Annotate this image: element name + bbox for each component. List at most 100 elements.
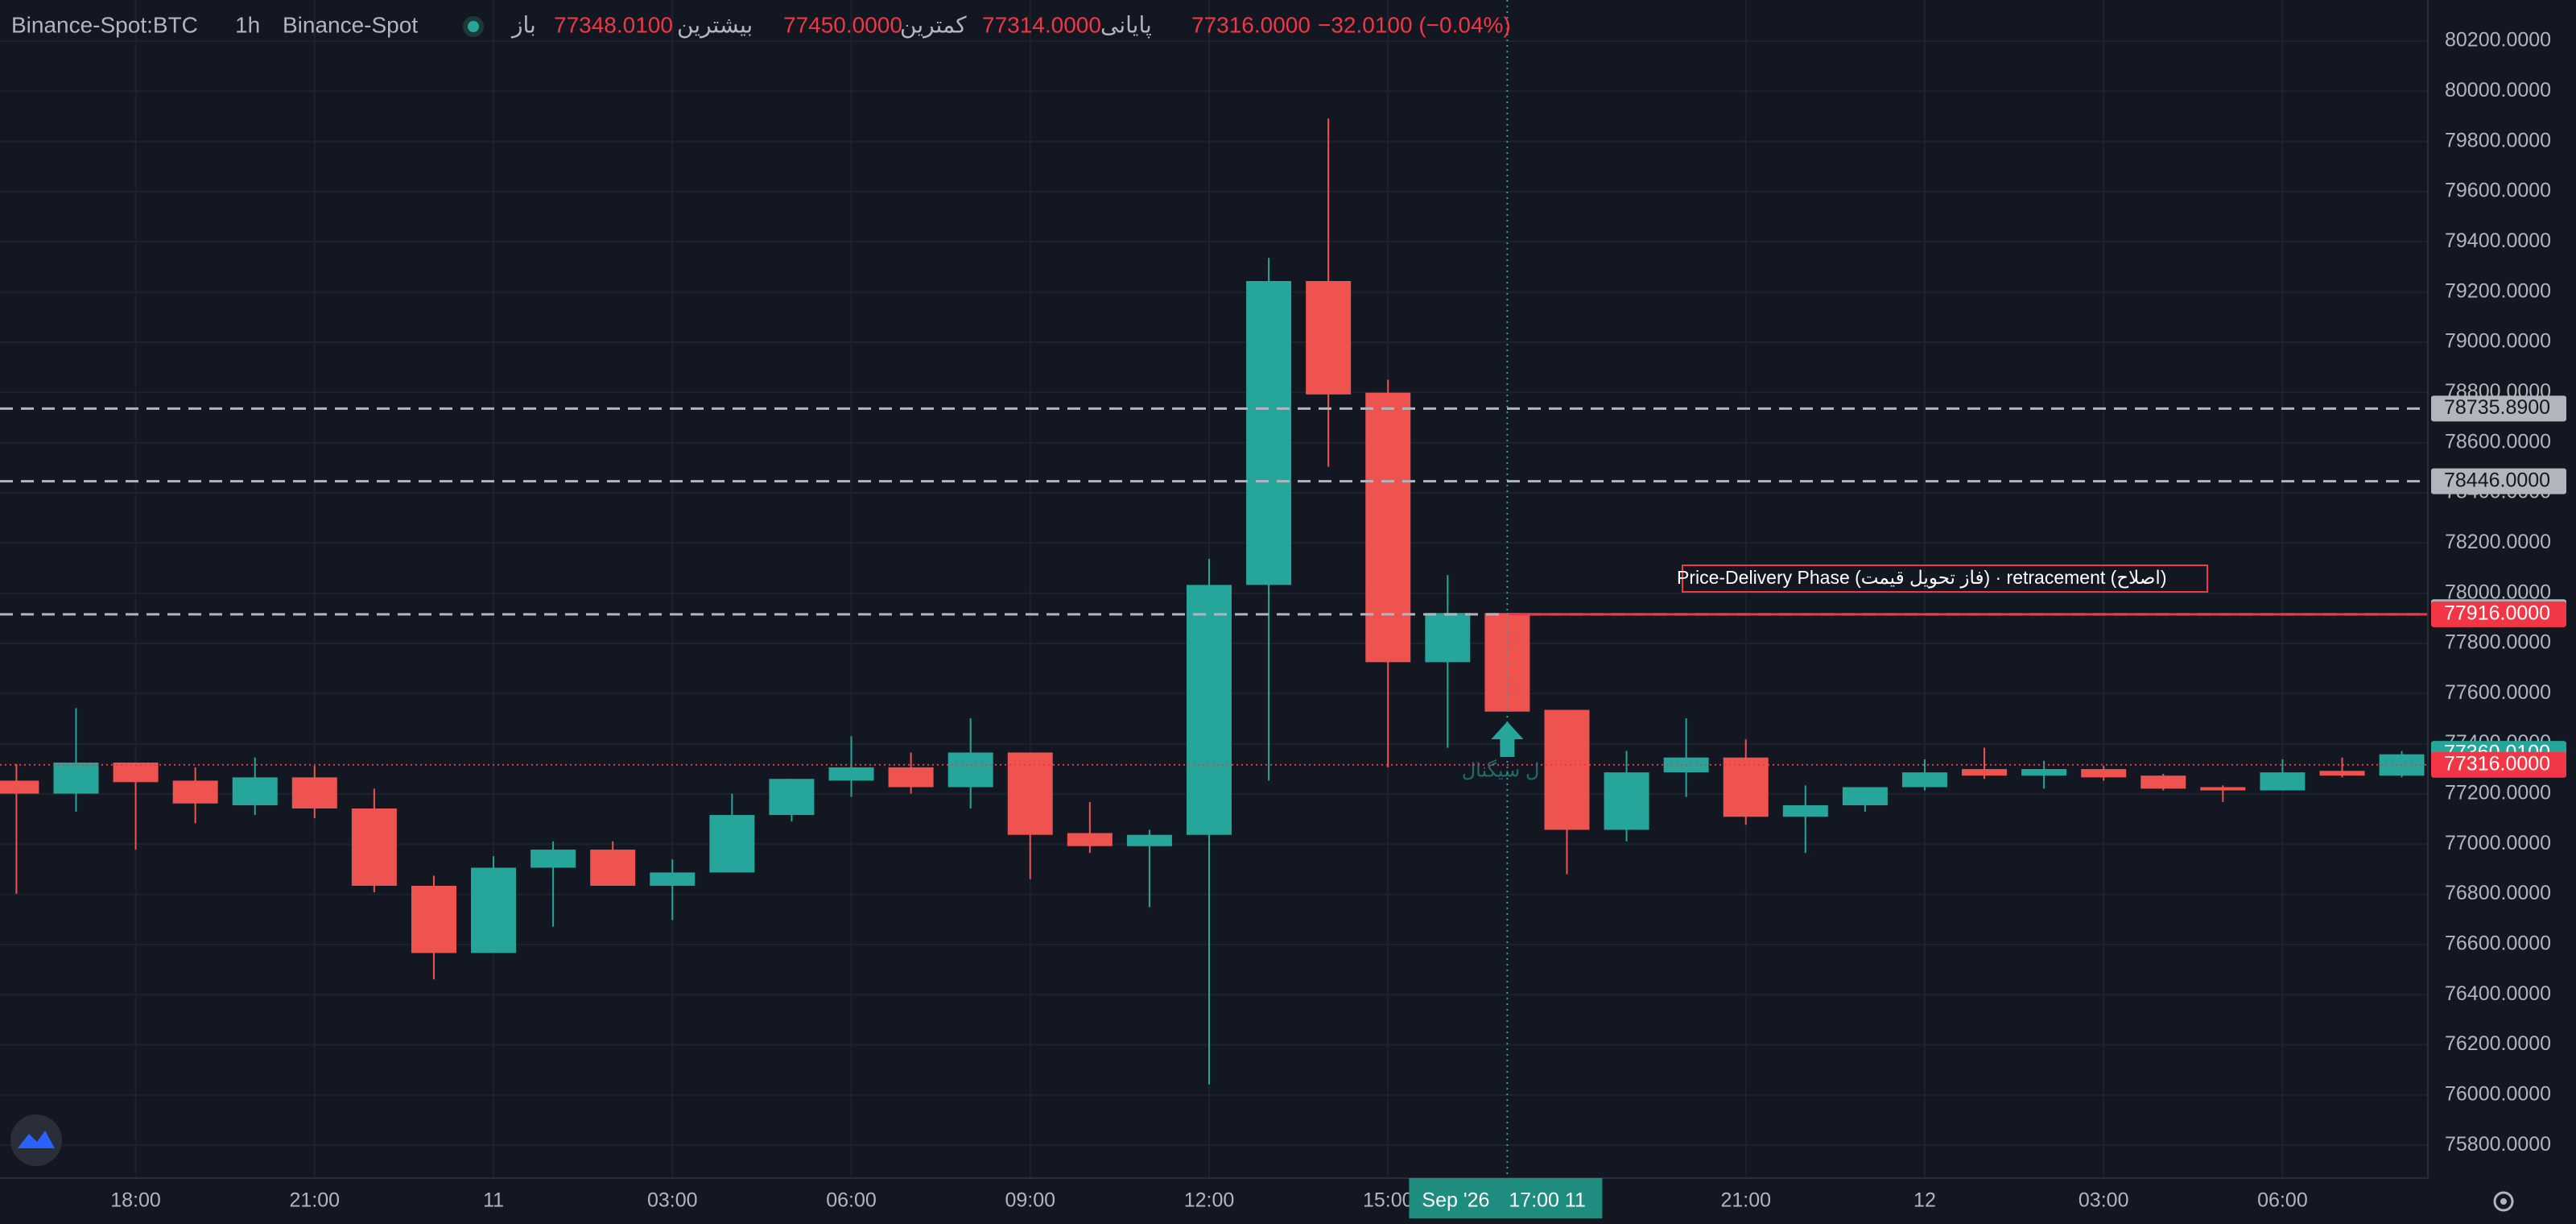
candle-body [1723, 757, 1769, 817]
plot: ل سیگنال [0, 0, 2428, 1178]
candle-body [113, 762, 159, 783]
logo[interactable] [10, 1114, 62, 1166]
candle-body [650, 872, 696, 886]
header: Binance-Spot:BTC 1h Binance-Spot باز 773… [11, 12, 1511, 38]
y-tick-label: 77200.0000 [2445, 782, 2551, 804]
open-value: 77348.0100 [554, 12, 673, 37]
candle-body [1365, 392, 1411, 663]
y-tick-label: 79200.0000 [2445, 279, 2551, 302]
signal-text: ل سیگنال [1462, 759, 1540, 781]
low-label: کمترین [900, 12, 967, 38]
crosshair-time: 17:00 11 [1509, 1189, 1585, 1212]
candle-body [2260, 772, 2306, 791]
candle-body [1484, 613, 1530, 712]
y-tick-label: 80000.0000 [2445, 79, 2551, 101]
signal-arrow [1491, 722, 1524, 757]
y-tick-label: 79400.0000 [2445, 229, 2551, 252]
candle-body [530, 850, 576, 868]
high-value: 77450.0000 [783, 12, 902, 37]
y-tick-label: 80200.0000 [2445, 29, 2551, 52]
candle-body [1306, 281, 1352, 395]
y-tick-label: 77600.0000 [2445, 681, 2551, 704]
symbol[interactable]: Binance-Spot:BTC [11, 12, 198, 37]
candle-body [1962, 769, 2008, 776]
price-label-box [2431, 395, 2566, 422]
price-label-box [2431, 468, 2566, 494]
candle-body [1067, 833, 1113, 846]
x-tick-label: 12 [1913, 1189, 1936, 1212]
candle-body [232, 777, 278, 805]
x-tick-label: 03:00 [2079, 1189, 2129, 1212]
y-tick-label: 76000.0000 [2445, 1082, 2551, 1105]
candle-body [2081, 769, 2127, 778]
candle-body [2200, 787, 2246, 791]
low-value: 77314.0000 [982, 12, 1101, 37]
candle-body [53, 762, 99, 794]
candle-body [1782, 804, 1828, 817]
candle-body [172, 780, 218, 804]
y-tick-label: 78600.0000 [2445, 430, 2551, 453]
candle-body [1126, 834, 1172, 846]
candle-body [2319, 771, 2365, 776]
y-tick-label: 78200.0000 [2445, 531, 2551, 553]
candle-body [1187, 585, 1232, 835]
y-tick-label: 76800.0000 [2445, 882, 2551, 904]
interval[interactable]: 1h [235, 12, 260, 37]
exchange: Binance-Spot [283, 12, 418, 37]
price-label: 78446.0000 [2444, 469, 2550, 491]
candle-body [2140, 775, 2186, 789]
price-label-box [2431, 751, 2566, 778]
annotation-text: Price-Delivery Phase (فاز تحویل قیمت) · … [1677, 567, 2167, 589]
x-tick-label: 12:00 [1184, 1189, 1235, 1212]
gear[interactable] [2493, 1191, 2514, 1212]
candle-body [1544, 709, 1590, 830]
candle-body [1842, 787, 1888, 805]
candle-body [590, 850, 636, 886]
candle-body [351, 808, 397, 886]
price-label-box [2431, 601, 2566, 627]
x-tick-label: 21:00 [1720, 1189, 1771, 1212]
y-tick-label: 77800.0000 [2445, 631, 2551, 654]
status-dot [468, 21, 479, 32]
crosshair-date: Sep '26 [1422, 1189, 1489, 1212]
y-tick-label: 76200.0000 [2445, 1032, 2551, 1055]
y-tick-label: 79800.0000 [2445, 129, 2551, 151]
logo-mark [18, 1131, 55, 1148]
candle-body [0, 780, 39, 794]
x-tick-label: 21:00 [290, 1189, 341, 1212]
x-tick-label: 09:00 [1005, 1189, 1055, 1212]
candle-body [471, 867, 517, 953]
y-tick-label: 76600.0000 [2445, 932, 2551, 955]
x-tick-label: 15:00 [1363, 1189, 1414, 1212]
y-tick-label: 79600.0000 [2445, 180, 2551, 202]
x-tick-label: 18:00 [110, 1189, 161, 1212]
close-label: پایانی [1100, 12, 1152, 38]
y-tick-label: 76400.0000 [2445, 982, 2551, 1005]
settings-icon[interactable] [2493, 1191, 2514, 1212]
crosshair-time-box [1409, 1178, 1603, 1218]
price-label: 77916.0000 [2444, 602, 2550, 624]
annotation-box[interactable] [1682, 564, 2208, 593]
open-label: باز [510, 12, 536, 38]
candle-body [1604, 772, 1649, 830]
change-value: −32.0100 (−0.04%) [1318, 12, 1511, 37]
candle-body [1007, 752, 1053, 835]
candle-body [709, 815, 755, 873]
candle-body [947, 752, 993, 788]
candle-body [291, 777, 337, 809]
x-tick-label: 11 [483, 1189, 504, 1212]
y-tick-label: 77000.0000 [2445, 832, 2551, 854]
x-tick-label: 06:00 [2257, 1189, 2308, 1212]
price-label: 77316.0000 [2444, 752, 2550, 775]
x-tick-label: 03:00 [647, 1189, 698, 1212]
price-label: 78735.8900 [2444, 396, 2550, 419]
candle-body [411, 885, 456, 953]
candle-body [769, 779, 815, 816]
candle-body [828, 767, 874, 781]
candle-body [1425, 613, 1471, 663]
candle-body [1901, 772, 1947, 788]
candle-body [2021, 769, 2067, 776]
gear-hub [2500, 1198, 2507, 1205]
